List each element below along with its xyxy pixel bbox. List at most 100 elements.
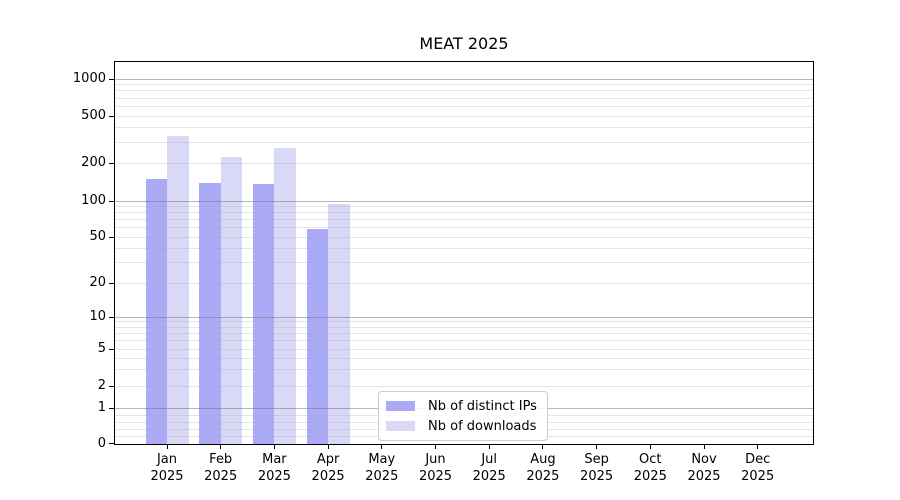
y-tick-label-200: 200 xyxy=(81,155,106,170)
gridline-minor-8 xyxy=(115,326,813,328)
x-tick-month: Nov xyxy=(691,452,717,467)
gridline-minor-3 xyxy=(115,369,813,371)
gridline-minor-300 xyxy=(115,141,813,143)
x-tick-label-oct: Oct 2025 xyxy=(620,451,680,485)
bar-nb-of-distinct-ips-jan-2025 xyxy=(145,178,167,444)
x-tick-year: 2025 xyxy=(687,469,721,484)
bar-nb-of-distinct-ips-feb-2025 xyxy=(199,182,221,444)
x-tick-year: 2025 xyxy=(633,469,667,484)
y-tick-mark-100 xyxy=(109,200,114,202)
gridline-minor-800 xyxy=(115,90,813,92)
gridline-minor-6 xyxy=(115,340,813,342)
bar-nb-of-downloads-jan-2025 xyxy=(167,135,189,444)
y-tick-label-10: 10 xyxy=(89,309,106,324)
x-tick-mark-sep xyxy=(596,445,598,449)
x-tick-year: 2025 xyxy=(418,469,453,484)
x-tick-month: Mar xyxy=(262,452,287,467)
gridline-minor-5 xyxy=(115,348,813,350)
x-tick-label-dec: Dec 2025 xyxy=(728,451,788,485)
x-tick-mark-jan xyxy=(166,445,168,449)
x-tick-mark-aug xyxy=(542,445,544,449)
gridline-minor-60 xyxy=(115,227,813,229)
y-tick-mark-20 xyxy=(109,282,114,284)
legend-label: Nb of downloads xyxy=(428,418,537,434)
legend-label: Nb of distinct IPs xyxy=(428,398,537,414)
y-tick-mark-50 xyxy=(109,236,114,238)
y-tick-label-2: 2 xyxy=(97,378,106,393)
y-tick-mark-10 xyxy=(109,316,114,318)
x-tick-label-jan: Jan 2025 xyxy=(137,451,197,485)
y-tick-label-20: 20 xyxy=(89,275,106,290)
x-tick-mark-nov xyxy=(703,445,705,449)
x-tick-year: 2025 xyxy=(204,469,238,484)
bar-nb-of-distinct-ips-mar-2025 xyxy=(252,183,275,444)
legend-row: Nb of downloads xyxy=(386,417,539,435)
gridline-minor-600 xyxy=(115,105,813,107)
x-tick-label-sep: Sep 2025 xyxy=(567,451,627,485)
x-tick-mark-mar xyxy=(273,445,275,449)
y-tick-label-500: 500 xyxy=(81,108,106,123)
x-tick-label-may: May 2025 xyxy=(352,451,412,485)
y-tick-mark-1 xyxy=(109,407,114,409)
x-tick-month: May xyxy=(368,452,396,467)
legend-swatch-icon xyxy=(386,401,415,411)
gridline-minor-200 xyxy=(115,162,813,164)
x-tick-month: Jul xyxy=(481,452,498,467)
x-tick-year: 2025 xyxy=(580,469,614,484)
y-tick-label-0: 0 xyxy=(97,435,106,451)
bar-nb-of-distinct-ips-apr-2025 xyxy=(306,229,329,444)
x-tick-year: 2025 xyxy=(365,469,399,484)
gridline-minor-2 xyxy=(115,385,813,387)
y-tick-label-100: 100 xyxy=(81,193,106,208)
bar-nb-of-downloads-feb-2025 xyxy=(220,156,243,444)
x-tick-year: 2025 xyxy=(472,469,506,484)
gridline-minor-400 xyxy=(115,126,813,128)
bar-nb-of-downloads-mar-2025 xyxy=(274,147,296,444)
x-tick-month: Dec xyxy=(745,452,771,467)
legend: Nb of distinct IPs Nb of downloads xyxy=(378,391,548,441)
y-tick-mark-2 xyxy=(109,385,114,387)
x-tick-mark-apr xyxy=(327,445,329,449)
y-tick-mark-0 xyxy=(109,443,114,444)
chart-title: MEAT 2025 xyxy=(419,34,509,53)
gridline-minor-20 xyxy=(115,282,813,284)
x-tick-month: Sep xyxy=(584,452,609,467)
x-tick-month: Aug xyxy=(530,452,556,467)
x-tick-month: Apr xyxy=(316,452,340,467)
x-tick-label-feb: Feb 2025 xyxy=(191,451,251,485)
x-tick-mark-dec xyxy=(757,445,759,449)
x-tick-label-jul: Jul 2025 xyxy=(459,451,519,485)
x-tick-label-apr: Apr 2025 xyxy=(298,451,358,485)
gridline-minor-9 xyxy=(115,321,813,323)
legend-row: Nb of distinct IPs xyxy=(386,397,539,415)
gridline-minor-80 xyxy=(115,212,813,214)
y-tick-label-1: 1 xyxy=(97,400,106,415)
y-tick-label-50: 50 xyxy=(89,229,106,244)
x-tick-mark-may xyxy=(381,445,383,449)
gridline-minor-700 xyxy=(115,97,813,99)
y-tick-mark-500 xyxy=(109,115,114,117)
gridline-minor-500 xyxy=(115,115,813,117)
x-tick-year: 2025 xyxy=(526,469,560,484)
legend-swatch-icon xyxy=(386,421,415,431)
x-tick-mark-jun xyxy=(435,445,436,449)
x-tick-month: Oct xyxy=(639,452,662,467)
gridline-minor-7 xyxy=(115,332,813,334)
gridline-major-100 xyxy=(115,200,813,202)
gridline-minor-40 xyxy=(115,247,813,249)
x-tick-label-jun: Jun 2025 xyxy=(406,451,466,485)
y-tick-mark-1000 xyxy=(109,78,114,80)
gridline-minor-70 xyxy=(115,219,813,221)
x-tick-year: 2025 xyxy=(741,469,775,484)
x-tick-year: 2025 xyxy=(150,469,184,484)
gridline-minor-4 xyxy=(115,357,813,359)
x-tick-year: 2025 xyxy=(257,469,291,484)
x-tick-mark-oct xyxy=(649,445,651,449)
x-tick-mark-feb xyxy=(220,445,222,449)
x-tick-mark-jul xyxy=(488,445,490,449)
gridline-minor-900 xyxy=(115,84,813,86)
y-tick-mark-5 xyxy=(109,348,114,350)
gridline-minor-50 xyxy=(115,236,813,238)
gridline-major-1000 xyxy=(115,78,813,80)
